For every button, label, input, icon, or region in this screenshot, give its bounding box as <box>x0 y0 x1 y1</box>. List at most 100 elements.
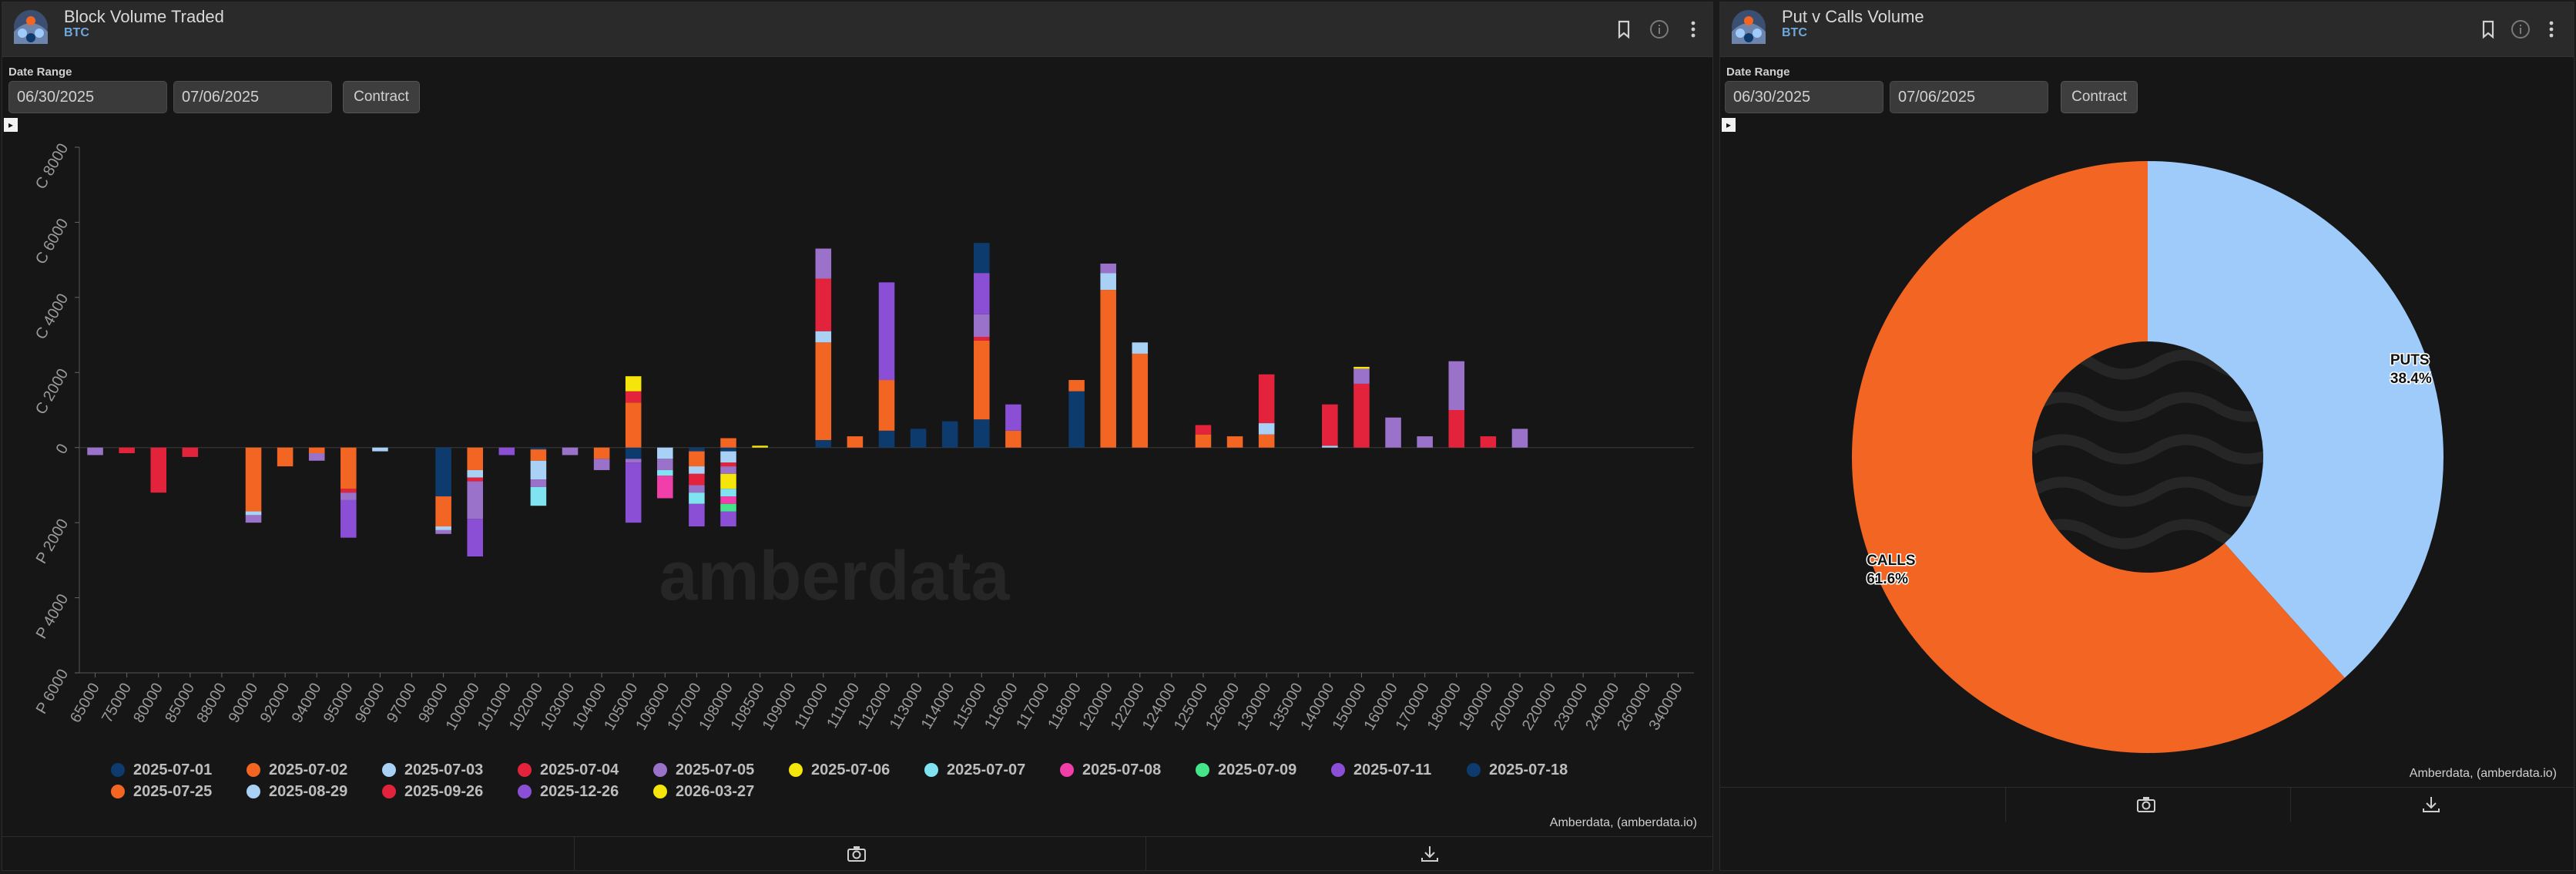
bar-segment[interactable] <box>1448 410 1465 448</box>
bar-segment[interactable] <box>720 511 736 527</box>
legend-item[interactable]: 2025-12-26 <box>518 783 619 800</box>
bar-segment[interactable] <box>720 447 736 452</box>
bar-segment[interactable] <box>689 492 705 504</box>
bar-segment[interactable] <box>657 447 673 459</box>
bar-segment[interactable] <box>1353 368 1370 384</box>
camera-icon[interactable] <box>2136 795 2156 814</box>
download-icon[interactable] <box>2421 795 2441 814</box>
bar-segment[interactable] <box>1100 264 1116 274</box>
bar-segment[interactable] <box>1100 290 1116 448</box>
bar-segment[interactable] <box>1258 374 1275 424</box>
legend-item[interactable]: 2025-07-01 <box>111 761 212 778</box>
bar-segment[interactable] <box>467 519 483 556</box>
bar-segment[interactable] <box>1005 404 1021 431</box>
bar-segment[interactable] <box>467 481 483 519</box>
bar-segment[interactable] <box>245 515 262 523</box>
bar-segment[interactable] <box>435 529 451 534</box>
bar-segment[interactable] <box>657 459 673 470</box>
bar-segment[interactable] <box>1132 342 1149 354</box>
bar-segment[interactable] <box>1322 404 1338 446</box>
bar-segment[interactable] <box>720 489 736 497</box>
end-date-input[interactable]: 07/06/2025 <box>1890 81 2048 113</box>
bar-segment[interactable] <box>498 447 515 455</box>
download-icon[interactable] <box>1420 845 1440 863</box>
bar-segment[interactable] <box>467 469 483 478</box>
bar-segment[interactable] <box>941 421 958 448</box>
bar-segment[interactable] <box>435 526 451 530</box>
bar-segment[interactable] <box>1068 380 1085 392</box>
bar-segment[interactable] <box>1417 436 1433 448</box>
bar-segment[interactable] <box>720 496 736 504</box>
legend-item[interactable]: 2025-07-07 <box>924 761 1025 778</box>
bar-segment[interactable] <box>720 466 736 474</box>
start-date-input[interactable]: 06/30/2025 <box>1725 81 1883 113</box>
legend-item[interactable]: 2025-07-25 <box>111 783 212 800</box>
bar-segment[interactable] <box>467 447 483 470</box>
bar-segment[interactable] <box>340 489 357 493</box>
more-vert-icon[interactable] <box>1682 18 1705 41</box>
bar-segment[interactable] <box>878 380 895 431</box>
bar-segment[interactable] <box>815 342 832 440</box>
bar-segment[interactable] <box>1385 417 1401 448</box>
bar-segment[interactable] <box>878 282 895 381</box>
bar-segment[interactable] <box>720 438 736 448</box>
bar-segment[interactable] <box>720 473 736 489</box>
bar-segment[interactable] <box>689 466 705 474</box>
end-date-input[interactable]: 07/06/2025 <box>173 81 332 113</box>
info-icon[interactable] <box>1648 18 1671 41</box>
bar-segment[interactable] <box>657 476 673 499</box>
bar-segment[interactable] <box>815 248 832 279</box>
bar-segment[interactable] <box>689 451 705 467</box>
bar-segment[interactable] <box>625 459 642 463</box>
bar-segment[interactable] <box>435 447 451 497</box>
bar-segment[interactable] <box>1195 434 1212 448</box>
bar-segment[interactable] <box>530 447 547 450</box>
bar-segment[interactable] <box>467 477 483 482</box>
legend-item[interactable]: 2025-07-18 <box>1467 761 1568 778</box>
bar-segment[interactable] <box>593 447 610 459</box>
expand-icon[interactable]: ▸ <box>4 118 18 132</box>
bar-segment[interactable] <box>1322 445 1338 448</box>
bar-segment[interactable] <box>1100 273 1116 291</box>
bar-segment[interactable] <box>593 459 610 470</box>
bar-segment[interactable] <box>308 453 325 461</box>
start-date-input[interactable]: 06/30/2025 <box>8 81 167 113</box>
legend-item[interactable]: 2025-07-06 <box>789 761 890 778</box>
legend-item[interactable]: 2025-07-09 <box>1196 761 1296 778</box>
bar-segment[interactable] <box>974 419 990 448</box>
bar-segment[interactable] <box>530 486 547 506</box>
bar-segment[interactable] <box>1480 436 1497 448</box>
bar-segment[interactable] <box>974 340 990 420</box>
bar-segment[interactable] <box>720 451 736 463</box>
contract-button[interactable]: Contract <box>2061 81 2138 113</box>
legend-item[interactable]: 2025-07-02 <box>247 761 347 778</box>
bar-segment[interactable] <box>150 447 167 493</box>
bar-segment[interactable] <box>847 436 864 448</box>
bar-segment[interactable] <box>1511 429 1528 448</box>
bar-segment[interactable] <box>182 447 199 457</box>
info-icon[interactable] <box>2509 18 2532 41</box>
bookmark-icon[interactable] <box>1612 18 1635 41</box>
bar-segment[interactable] <box>1448 361 1465 410</box>
bar-segment[interactable] <box>1132 353 1149 448</box>
bar-segment[interactable] <box>657 469 673 476</box>
bar-segment[interactable] <box>1226 436 1243 448</box>
bar-segment[interactable] <box>530 449 547 461</box>
legend-item[interactable]: 2025-07-11 <box>1331 761 1431 778</box>
bar-segment[interactable] <box>562 447 579 455</box>
bar-segment[interactable] <box>87 447 103 455</box>
more-vert-icon[interactable] <box>2540 18 2563 41</box>
bar-segment[interactable] <box>435 496 451 527</box>
bar-segment[interactable] <box>1353 383 1370 448</box>
bar-segment[interactable] <box>625 402 642 448</box>
bar-segment[interactable] <box>815 439 832 448</box>
bar-segment[interactable] <box>625 376 642 392</box>
bar-segment[interactable] <box>308 447 325 454</box>
bar-segment[interactable] <box>1353 366 1370 369</box>
bar-segment[interactable] <box>625 447 642 459</box>
bar-segment[interactable] <box>974 314 990 338</box>
legend-item[interactable]: 2025-09-26 <box>382 783 483 800</box>
bar-segment[interactable] <box>878 430 895 448</box>
bar-segment[interactable] <box>625 391 642 403</box>
bar-segment[interactable] <box>974 337 990 341</box>
